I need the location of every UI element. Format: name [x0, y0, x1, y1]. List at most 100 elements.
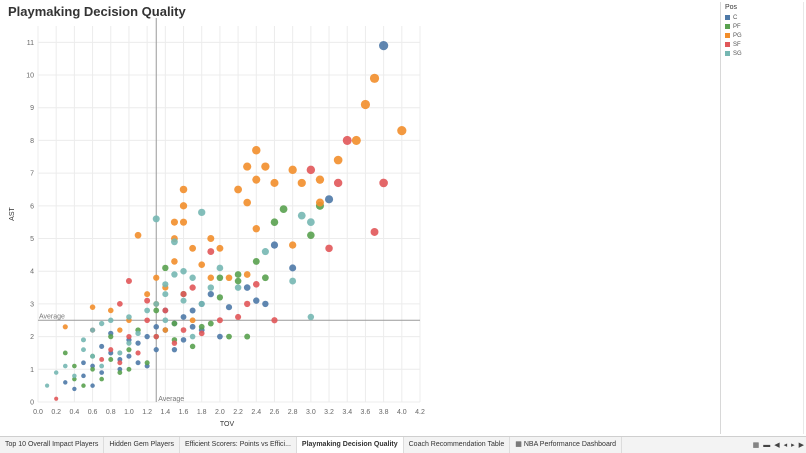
y-tick-label: 3	[30, 301, 34, 308]
last-page-icon[interactable]: ▶	[798, 442, 804, 449]
data-point-pf	[216, 294, 224, 301]
y-tick-label: 4	[30, 269, 34, 276]
data-point-c	[72, 386, 77, 392]
y-tick-label: 0	[30, 400, 34, 407]
data-point-sg	[171, 271, 178, 278]
data-point-pg	[225, 274, 233, 282]
data-point-pf	[244, 333, 251, 340]
data-point-pg	[189, 317, 196, 324]
data-point-sg	[98, 320, 105, 327]
tab-coach-recommendation-table[interactable]: Coach Recommendation Table	[404, 437, 511, 453]
data-point-pg	[179, 218, 188, 226]
tab-hidden-gem-players[interactable]: Hidden Gem Players	[104, 437, 180, 453]
data-point-pg	[207, 235, 215, 243]
legend-label-pf: PF	[733, 23, 741, 30]
data-point-pg	[252, 225, 260, 233]
data-point-pg	[243, 271, 251, 278]
data-point-c	[379, 41, 389, 51]
data-point-sf	[235, 313, 242, 321]
data-point-c	[99, 370, 105, 375]
data-point-c	[153, 324, 160, 330]
data-point-c	[144, 333, 150, 340]
data-point-pg	[252, 146, 261, 155]
legend-title: Pos	[725, 4, 738, 11]
data-point-pf	[261, 274, 269, 282]
tab-efficient-scorers[interactable]: Efficient Scorers: Points vs Effici...	[180, 437, 297, 453]
x-tick-label: 0.4	[70, 409, 80, 416]
data-point-sg	[189, 333, 196, 340]
y-tick-label: 8	[30, 138, 34, 145]
data-point-sg	[72, 373, 77, 379]
data-point-pf	[72, 376, 77, 382]
x-tick-label: 0.2	[51, 409, 61, 416]
legend-item-pg[interactable]: PG	[721, 31, 803, 40]
data-point-sg	[90, 353, 96, 359]
data-point-c	[153, 347, 159, 353]
previous-page-icon[interactable]: ◂	[783, 442, 788, 449]
data-point-c	[262, 300, 269, 308]
data-point-pg	[207, 274, 215, 282]
data-point-sg	[81, 347, 86, 353]
data-point-c	[81, 373, 86, 379]
data-point-sg	[152, 215, 160, 223]
data-point-c	[270, 241, 279, 249]
data-point-sf	[117, 360, 123, 366]
data-point-pf	[234, 271, 242, 278]
data-point-pg	[252, 175, 261, 184]
data-point-sg	[126, 314, 132, 320]
first-page-icon[interactable]: ◀	[774, 442, 780, 449]
data-point-sg	[162, 281, 169, 288]
x-tick-label: 2.8	[288, 409, 298, 416]
x-tick-label: 2.6	[270, 409, 280, 416]
x-axis-label: TOV	[220, 421, 235, 428]
x-tick-label: 3.8	[379, 409, 389, 416]
data-point-pf	[72, 363, 77, 369]
data-point-pf	[144, 360, 150, 366]
data-point-c	[253, 297, 260, 304]
data-point-c	[99, 343, 105, 349]
x-tick-label: 1.4	[160, 409, 170, 416]
data-point-c	[189, 307, 196, 314]
data-point-pf	[198, 323, 205, 330]
data-point-sg	[171, 238, 178, 246]
grid-view-icon[interactable]: ▦	[752, 442, 760, 449]
data-point-c	[243, 284, 251, 291]
data-point-pg	[198, 261, 206, 268]
data-point-pf	[153, 307, 160, 314]
legend-item-sf[interactable]: SF	[721, 40, 803, 49]
tab-nba-performance-dashboard[interactable]: ▦ NBA Performance Dashboard	[510, 437, 623, 453]
tab-top-10-overall-impact-players[interactable]: Top 10 Overall Impact Players	[0, 437, 105, 453]
data-point-sg	[180, 297, 187, 304]
legend-swatch-c	[725, 15, 730, 20]
tab-playmaking-decision-quality[interactable]: Playmaking Decision Quality	[296, 437, 404, 453]
data-point-pg	[243, 198, 252, 207]
data-point-sf	[198, 330, 205, 337]
data-point-pg	[360, 99, 371, 110]
data-point-sg	[198, 300, 205, 307]
data-point-sf	[216, 317, 223, 324]
data-point-c	[189, 323, 196, 330]
legend-item-pf[interactable]: PF	[721, 22, 803, 31]
x-tick-label: 3.4	[342, 409, 352, 416]
data-point-pg	[170, 218, 178, 226]
data-point-sf	[180, 291, 187, 298]
filmstrip-icon[interactable]: ▬	[763, 441, 771, 449]
data-point-sf	[116, 301, 123, 307]
data-point-pg	[261, 162, 270, 171]
data-point-sf	[144, 317, 150, 324]
legend-panel: Pos C PF PG SF SG	[720, 2, 804, 434]
next-page-icon[interactable]: ▸	[791, 442, 795, 449]
x-tick-label: 4.0	[397, 409, 407, 416]
x-tick-label: 2.2	[233, 409, 243, 416]
legend-label-c: C	[733, 14, 738, 21]
legend-item-sg[interactable]: SG	[721, 49, 803, 58]
legend-item-c[interactable]: C	[721, 13, 803, 22]
data-point-sg	[189, 274, 196, 281]
data-point-sg	[216, 264, 224, 272]
data-point-sf	[125, 277, 132, 285]
data-point-sg	[306, 218, 315, 227]
data-point-sg	[99, 363, 105, 369]
data-point-sf	[135, 350, 141, 356]
data-point-sg	[307, 313, 315, 321]
data-point-sf	[207, 248, 215, 256]
